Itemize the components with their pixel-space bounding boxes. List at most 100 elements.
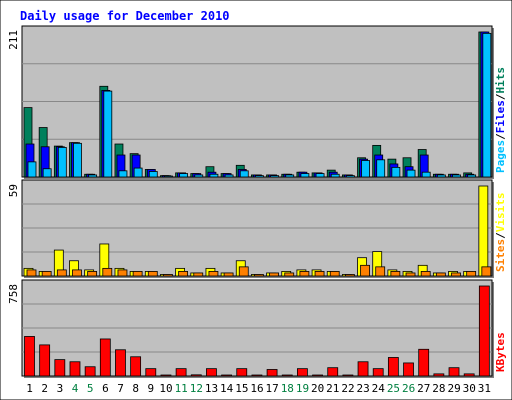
x-tick-label: 11 [175, 382, 188, 395]
bar-kbytes [84, 366, 96, 377]
bar-pages [179, 173, 189, 178]
bar-sites [329, 271, 340, 277]
bar-kbytes [251, 374, 263, 377]
x-tick-label: 26 [402, 382, 415, 395]
x-tick-label: 24 [372, 382, 386, 395]
bar-kbytes [39, 344, 51, 377]
bar-pages [421, 171, 431, 178]
x-tick-label: 8 [132, 382, 139, 395]
bar-sites [87, 271, 98, 277]
bar-sites [102, 267, 113, 277]
bar-kbytes [372, 368, 384, 377]
x-tick-label: 1 [26, 382, 33, 395]
bar-kbytes [115, 349, 126, 377]
x-tick-label: 30 [463, 382, 476, 395]
panel-bottom: 758 KBytes [7, 279, 507, 378]
bar-kbytes [24, 336, 35, 377]
bar-sites [238, 266, 249, 277]
bar-sites [481, 266, 492, 277]
bar-sites [435, 272, 446, 277]
bar-sites [284, 272, 295, 277]
bar-pages [361, 160, 370, 178]
x-tick-label: 18 [281, 382, 294, 395]
legend-separator: / [494, 133, 507, 140]
bar-kbytes [403, 362, 414, 377]
bar-kbytes [54, 359, 66, 377]
bar-pages [148, 171, 158, 178]
bar-sites [254, 274, 264, 277]
legend-entry: Visits [494, 193, 507, 233]
bar-kbytes [312, 374, 323, 377]
x-tick-label: 16 [250, 382, 263, 395]
x-tick-label: 15 [235, 382, 248, 395]
bar-kbytes [387, 357, 399, 377]
bar-kbytes [327, 367, 339, 377]
bar-pages [133, 167, 143, 178]
x-tick-label: 9 [148, 382, 155, 395]
legend-entry: Files [494, 100, 507, 133]
bar-kbytes [281, 374, 293, 377]
panel-middle: 59 Sites/Visits [7, 179, 507, 278]
legend-entry: Sites [494, 239, 507, 272]
bar-pages [239, 170, 249, 178]
x-tick-label: 28 [432, 382, 445, 395]
legend-entry: KBytes [494, 332, 507, 372]
legend-entry: Pages [494, 140, 507, 173]
y-max-label: 758 [7, 284, 20, 304]
bar-sites [466, 271, 477, 277]
bar-sites [72, 269, 82, 277]
bar-pages [118, 170, 128, 178]
bar-pages [209, 173, 219, 178]
bar-pages [194, 174, 204, 178]
bar-sites [193, 272, 204, 277]
x-axis: 1 2 3 4 5 6 7 8 9 10 11 12 13 14 15 16 17 18 19 20 21 22 23 24 2… [26, 382, 491, 395]
bar-kbytes [357, 361, 369, 377]
bar-pages [315, 173, 325, 178]
x-tick-label: 5 [87, 382, 94, 395]
bar-pages [285, 174, 295, 178]
bar-sites [147, 271, 158, 277]
legend-separator: / [494, 93, 507, 100]
bar-kbytes [175, 368, 187, 377]
bar-pages [270, 175, 279, 178]
bar-kbytes [463, 373, 475, 377]
bar-kbytes [69, 361, 81, 377]
bar-pages [57, 147, 67, 178]
bar-sites [451, 272, 461, 277]
x-tick-label: 21 [326, 382, 339, 395]
bar-sites [360, 264, 370, 277]
series-legend: Sites/Visits [494, 193, 507, 273]
bar-pages [436, 174, 446, 178]
x-tick-label: 20 [311, 382, 324, 395]
bar-pages [224, 174, 234, 178]
bar-kbytes [206, 368, 217, 377]
chart-title: Daily usage for December 2010 [20, 9, 230, 23]
bar-sites [390, 271, 401, 277]
bar-sites [208, 271, 219, 277]
bar-pages [406, 169, 416, 178]
bar-pages [42, 168, 52, 178]
bar-pages [482, 32, 492, 178]
bar-pages [452, 174, 461, 178]
bar-sites [163, 274, 173, 277]
x-tick-label: 31 [478, 382, 491, 395]
bar-sites [344, 274, 355, 277]
bar-pages [345, 175, 355, 178]
x-tick-label: 29 [447, 382, 460, 395]
bar-sites [56, 269, 67, 277]
x-tick-label: 10 [159, 382, 172, 395]
bar-sites [375, 266, 386, 277]
bar-kbytes [433, 373, 445, 377]
bar-sites [314, 271, 325, 277]
x-tick-label: 27 [417, 382, 430, 395]
bar-pages [88, 174, 98, 178]
bar-pages [467, 174, 477, 178]
chart-panels: 211Pages/Files/Hits59Sites/Visits758KByt… [7, 25, 507, 378]
bar-kbytes [221, 374, 232, 377]
x-tick-label: 12 [190, 382, 203, 395]
series-legend: Pages/Files/Hits [494, 67, 507, 173]
bar-pages [300, 173, 310, 178]
bar-sites [41, 271, 52, 277]
